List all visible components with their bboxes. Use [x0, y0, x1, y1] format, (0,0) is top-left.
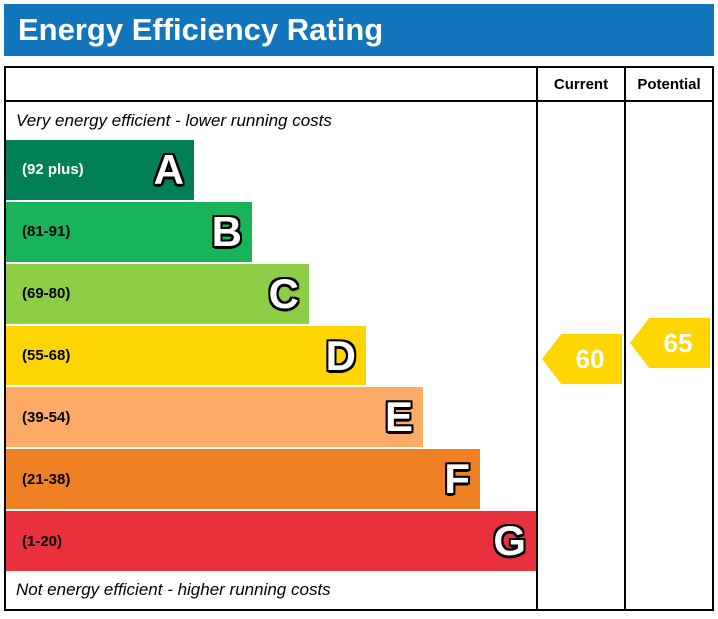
potential-rating-arrow: 65: [630, 318, 710, 368]
potential-rating-value: 65: [663, 327, 693, 358]
page-title-text: Energy Efficiency Rating: [18, 12, 384, 47]
rating-band-g: (1-20) G: [6, 511, 536, 572]
band-letter: C: [268, 269, 299, 317]
band-range-label: (81-91): [22, 223, 71, 241]
band-letter: F: [444, 455, 470, 503]
header-spacer: [6, 68, 536, 100]
rating-band-d: (55-68) D: [6, 325, 366, 386]
table-header-row: Current Potential: [6, 68, 712, 102]
current-rating-value: 60: [575, 343, 605, 374]
rating-band-f: (21-38) F: [6, 449, 480, 510]
current-column-header: Current: [536, 68, 624, 100]
rating-band-b: (81-91) B: [6, 201, 252, 262]
bands-column: Very energy efficient - lower running co…: [6, 102, 536, 609]
page-title: Energy Efficiency Rating: [4, 4, 714, 56]
current-rating-arrow: 60: [542, 334, 622, 384]
bottom-note: Not energy efficient - higher running co…: [16, 580, 331, 599]
potential-column: 65: [624, 102, 712, 609]
band-letter: B: [211, 207, 242, 255]
band-range-label: (21-38): [22, 470, 71, 488]
band-range-label: (69-80): [22, 285, 71, 303]
potential-column-header: Potential: [624, 68, 712, 100]
rating-bands: (92 plus) A (81-91) B (69-80) C (55-68) D (39-54…: [6, 140, 536, 572]
band-range-label: (39-54): [22, 408, 71, 426]
band-letter: E: [384, 393, 413, 441]
current-column: 60: [536, 102, 624, 609]
band-letter: G: [493, 517, 526, 565]
band-range-label: (1-20): [22, 532, 63, 550]
table-body: Very energy efficient - lower running co…: [6, 102, 712, 609]
band-range-label: (55-68): [22, 347, 71, 364]
band-letter: A: [153, 145, 184, 193]
rating-band-c: (69-80) C: [6, 263, 309, 324]
rating-table: Current Potential Very energy efficient …: [4, 66, 714, 611]
rating-band-a: (92 plus) A: [6, 140, 194, 200]
top-note: Very energy efficient - lower running co…: [16, 111, 332, 130]
band-letter: D: [325, 331, 356, 379]
rating-band-e: (39-54) E: [6, 387, 423, 448]
band-range-label: (92 plus): [22, 161, 84, 179]
